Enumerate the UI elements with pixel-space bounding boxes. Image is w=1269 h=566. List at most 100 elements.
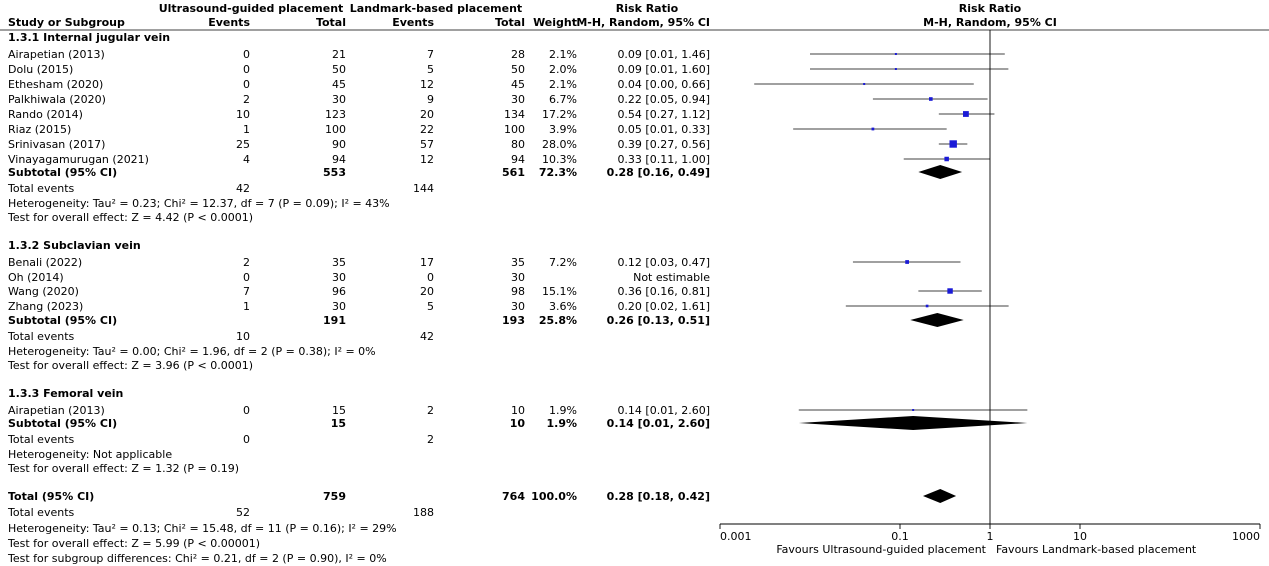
x-tick-label-4: 10 [1073, 530, 1087, 543]
study-ci: 0.39 [0.27, 0.56] [617, 138, 710, 151]
header-plot-sub: M-H, Random, 95% CI [923, 16, 1057, 29]
x-tick-label-3: 1 [987, 530, 994, 543]
study-total-1: 50 [332, 63, 346, 76]
study-events-1: 1 [243, 123, 250, 136]
subtotal-total-2: 561 [502, 166, 525, 179]
subtotal-ci: 0.26 [0.13, 0.51] [607, 314, 710, 327]
point-estimate-1 [894, 68, 897, 70]
study-total-2: 10 [511, 404, 525, 417]
study-events-2: 12 [420, 78, 434, 91]
study-total-1: 45 [332, 78, 346, 91]
study-ci: 0.22 [0.05, 0.94] [617, 93, 710, 106]
study-total-2: 30 [511, 300, 525, 313]
study-ci: 0.12 [0.03, 0.47] [617, 256, 710, 269]
total-weight: 100.0% [531, 490, 577, 503]
heterogeneity-text: Heterogeneity: Tau² = 0.23; Chi² = 12.37… [8, 197, 390, 210]
point-estimate-3 [929, 97, 933, 101]
study-weight: 3.6% [549, 300, 577, 313]
subtotal-ci: 0.14 [0.01, 2.60] [607, 417, 710, 430]
study-name: Benali (2022) [8, 256, 82, 269]
subgroup-title-2: 1.3.2 Subclavian vein [8, 239, 141, 252]
study-name: Vinayagamurugan (2021) [8, 153, 149, 166]
point-estimate-8 [905, 260, 910, 264]
study-events-2: 57 [420, 138, 434, 151]
study-total-2: 30 [511, 93, 525, 106]
study-total-2: 134 [504, 108, 525, 121]
total-events-1: 10 [236, 330, 250, 343]
study-name: Wang (2020) [8, 285, 79, 298]
overall-total-events-1: 52 [236, 506, 250, 519]
subtotal-weight: 1.9% [546, 417, 577, 430]
header-total-1: Total [316, 16, 346, 29]
subtotal-diamond-1 [918, 165, 963, 179]
study-events-1: 0 [243, 78, 250, 91]
study-total-1: 30 [332, 300, 346, 313]
study-total-2: 50 [511, 63, 525, 76]
total-total-1: 759 [323, 490, 346, 503]
study-ci: 0.09 [0.01, 1.46] [617, 48, 710, 61]
point-estimate-5 [871, 127, 875, 131]
study-name: Riaz (2015) [8, 123, 71, 136]
overall-effect-text: Test for overall effect: Z = 4.42 (P < 0… [7, 211, 253, 224]
study-name: Zhang (2023) [8, 300, 83, 313]
favours-right: Favours Landmark-based placement [996, 543, 1197, 556]
study-name: Airapetian (2013) [8, 404, 105, 417]
study-total-1: 35 [332, 256, 346, 269]
subtotal-label: Subtotal (95% CI) [8, 166, 117, 179]
x-tick-label-1: 0.001 [720, 530, 752, 543]
subtotal-total-2: 10 [510, 417, 526, 430]
study-weight: 28.0% [542, 138, 577, 151]
total-events-2: 144 [413, 182, 434, 195]
study-name: Dolu (2015) [8, 63, 73, 76]
study-events-2: 5 [427, 300, 434, 313]
header-weight: Weight [533, 16, 577, 29]
study-total-2: 30 [511, 271, 525, 284]
study-ci: 0.33 [0.11, 1.00] [617, 153, 710, 166]
study-events-2: 2 [427, 404, 434, 417]
study-total-2: 98 [511, 285, 525, 298]
footer-line-2: Test for overall effect: Z = 5.99 (P < 0… [7, 537, 260, 550]
study-weight: 1.9% [549, 404, 577, 417]
subtotal-total-1: 553 [323, 166, 346, 179]
subtotal-ci: 0.28 [0.16, 0.49] [607, 166, 710, 179]
heterogeneity-text: Heterogeneity: Tau² = 0.00; Chi² = 1.96,… [8, 345, 376, 358]
header-effect-sub: M-H, Random, 95% CI [576, 16, 710, 29]
subgroup-title-3: 1.3.3 Femoral vein [8, 387, 123, 400]
study-events-2: 12 [420, 153, 434, 166]
study-events-1: 2 [243, 93, 250, 106]
study-name: Srinivasan (2017) [8, 138, 105, 151]
study-weight: 2.1% [549, 48, 577, 61]
study-events-2: 17 [420, 256, 434, 269]
study-weight: 15.1% [542, 285, 577, 298]
study-total-2: 100 [504, 123, 525, 136]
study-events-2: 20 [420, 285, 434, 298]
study-events-1: 0 [243, 63, 250, 76]
study-events-2: 20 [420, 108, 434, 121]
study-total-2: 28 [511, 48, 525, 61]
study-total-1: 21 [332, 48, 346, 61]
study-ci: 0.05 [0.01, 0.33] [617, 123, 710, 136]
study-total-1: 123 [325, 108, 346, 121]
point-estimate-4 [963, 111, 969, 117]
study-weight: 6.7% [549, 93, 577, 106]
subtotal-diamond-2 [910, 313, 964, 327]
total-diamond [922, 489, 957, 503]
header-plot-title: Risk Ratio [959, 2, 1022, 15]
study-events-1: 0 [243, 404, 250, 417]
study-weight: 7.2% [549, 256, 577, 269]
study-events-1: 2 [243, 256, 250, 269]
header-effect-title: Risk Ratio [616, 2, 679, 15]
study-weight: 10.3% [542, 153, 577, 166]
study-total-1: 94 [332, 153, 346, 166]
overall-effect-text: Test for overall effect: Z = 3.96 (P < 0… [7, 359, 253, 372]
point-estimate-7 [944, 156, 949, 162]
study-name: Rando (2014) [8, 108, 83, 121]
subtotal-weight: 72.3% [539, 166, 577, 179]
study-weight: 2.0% [549, 63, 577, 76]
overall-total-events-label: Total events [7, 506, 75, 519]
study-weight: 3.9% [549, 123, 577, 136]
study-name: Ethesham (2020) [8, 78, 103, 91]
header-total-2: Total [495, 16, 525, 29]
subtotal-label: Subtotal (95% CI) [8, 314, 117, 327]
footer-line-1: Heterogeneity: Tau² = 0.13; Chi² = 15.48… [8, 522, 397, 535]
